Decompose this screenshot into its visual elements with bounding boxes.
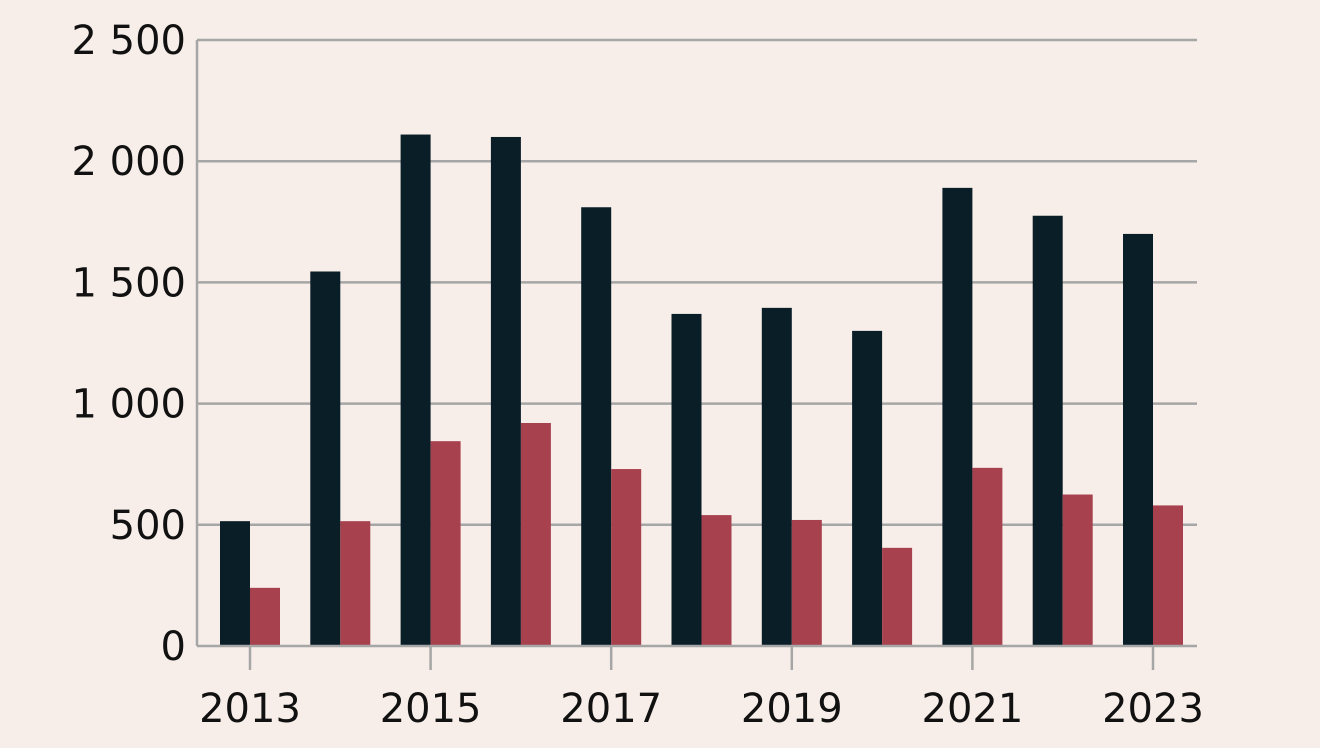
y-tick-label-0: 0 [161,624,186,670]
y-tick-label-1000: 1 000 [71,382,186,428]
bar-2015-series-2 [430,441,461,646]
x-tick-label-2023: 2023 [1102,686,1204,732]
x-tick-label-2021: 2021 [922,686,1024,732]
axes [195,40,1197,670]
bar-2019-series-1 [761,307,792,646]
y-tick-label-2000: 2 000 [71,139,186,185]
bar-2019-series-2 [791,519,822,646]
bar-2013-series-1 [220,521,250,646]
bar-2015-series-1 [400,134,431,646]
bar-2021-series-2 [972,467,1003,646]
bar-2013-series-2 [250,587,280,646]
x-tick-label-2015: 2015 [380,686,482,732]
gridlines [197,38,1197,527]
bar-2017-series-1 [581,207,612,647]
y-tick-label-2500: 2 500 [71,18,186,64]
bar-2014-series-2 [340,521,371,646]
y-tick-label-500: 500 [110,503,186,549]
bar-2022-series-2 [1062,494,1093,646]
x-tick-labels: 2013 2015 2017 2019 2021 2023 [199,686,1204,732]
bar-2016-series-1 [490,136,521,646]
bar-2020-series-1 [852,330,883,646]
bar-2014-series-1 [310,271,341,646]
y-tick-label-1500: 1 500 [71,260,186,306]
x-tick-label-2019: 2019 [741,686,843,732]
bar-2023-series-2 [1153,505,1183,646]
bar-2018-series-2 [701,515,732,646]
y-tick-labels: 0 500 1 000 1 500 2 000 2 500 [71,18,186,670]
x-tick-label-2013: 2013 [199,686,301,732]
bar-2017-series-2 [611,469,642,646]
x-tick-label-2017: 2017 [560,686,662,732]
bar-2021-series-1 [942,187,973,646]
bar-2016-series-2 [520,422,551,646]
bar-2018-series-1 [671,313,702,646]
bars [220,134,1183,647]
bar-2022-series-1 [1032,215,1063,647]
bar-2020-series-2 [882,547,913,646]
bar-2023-series-1 [1123,233,1153,647]
